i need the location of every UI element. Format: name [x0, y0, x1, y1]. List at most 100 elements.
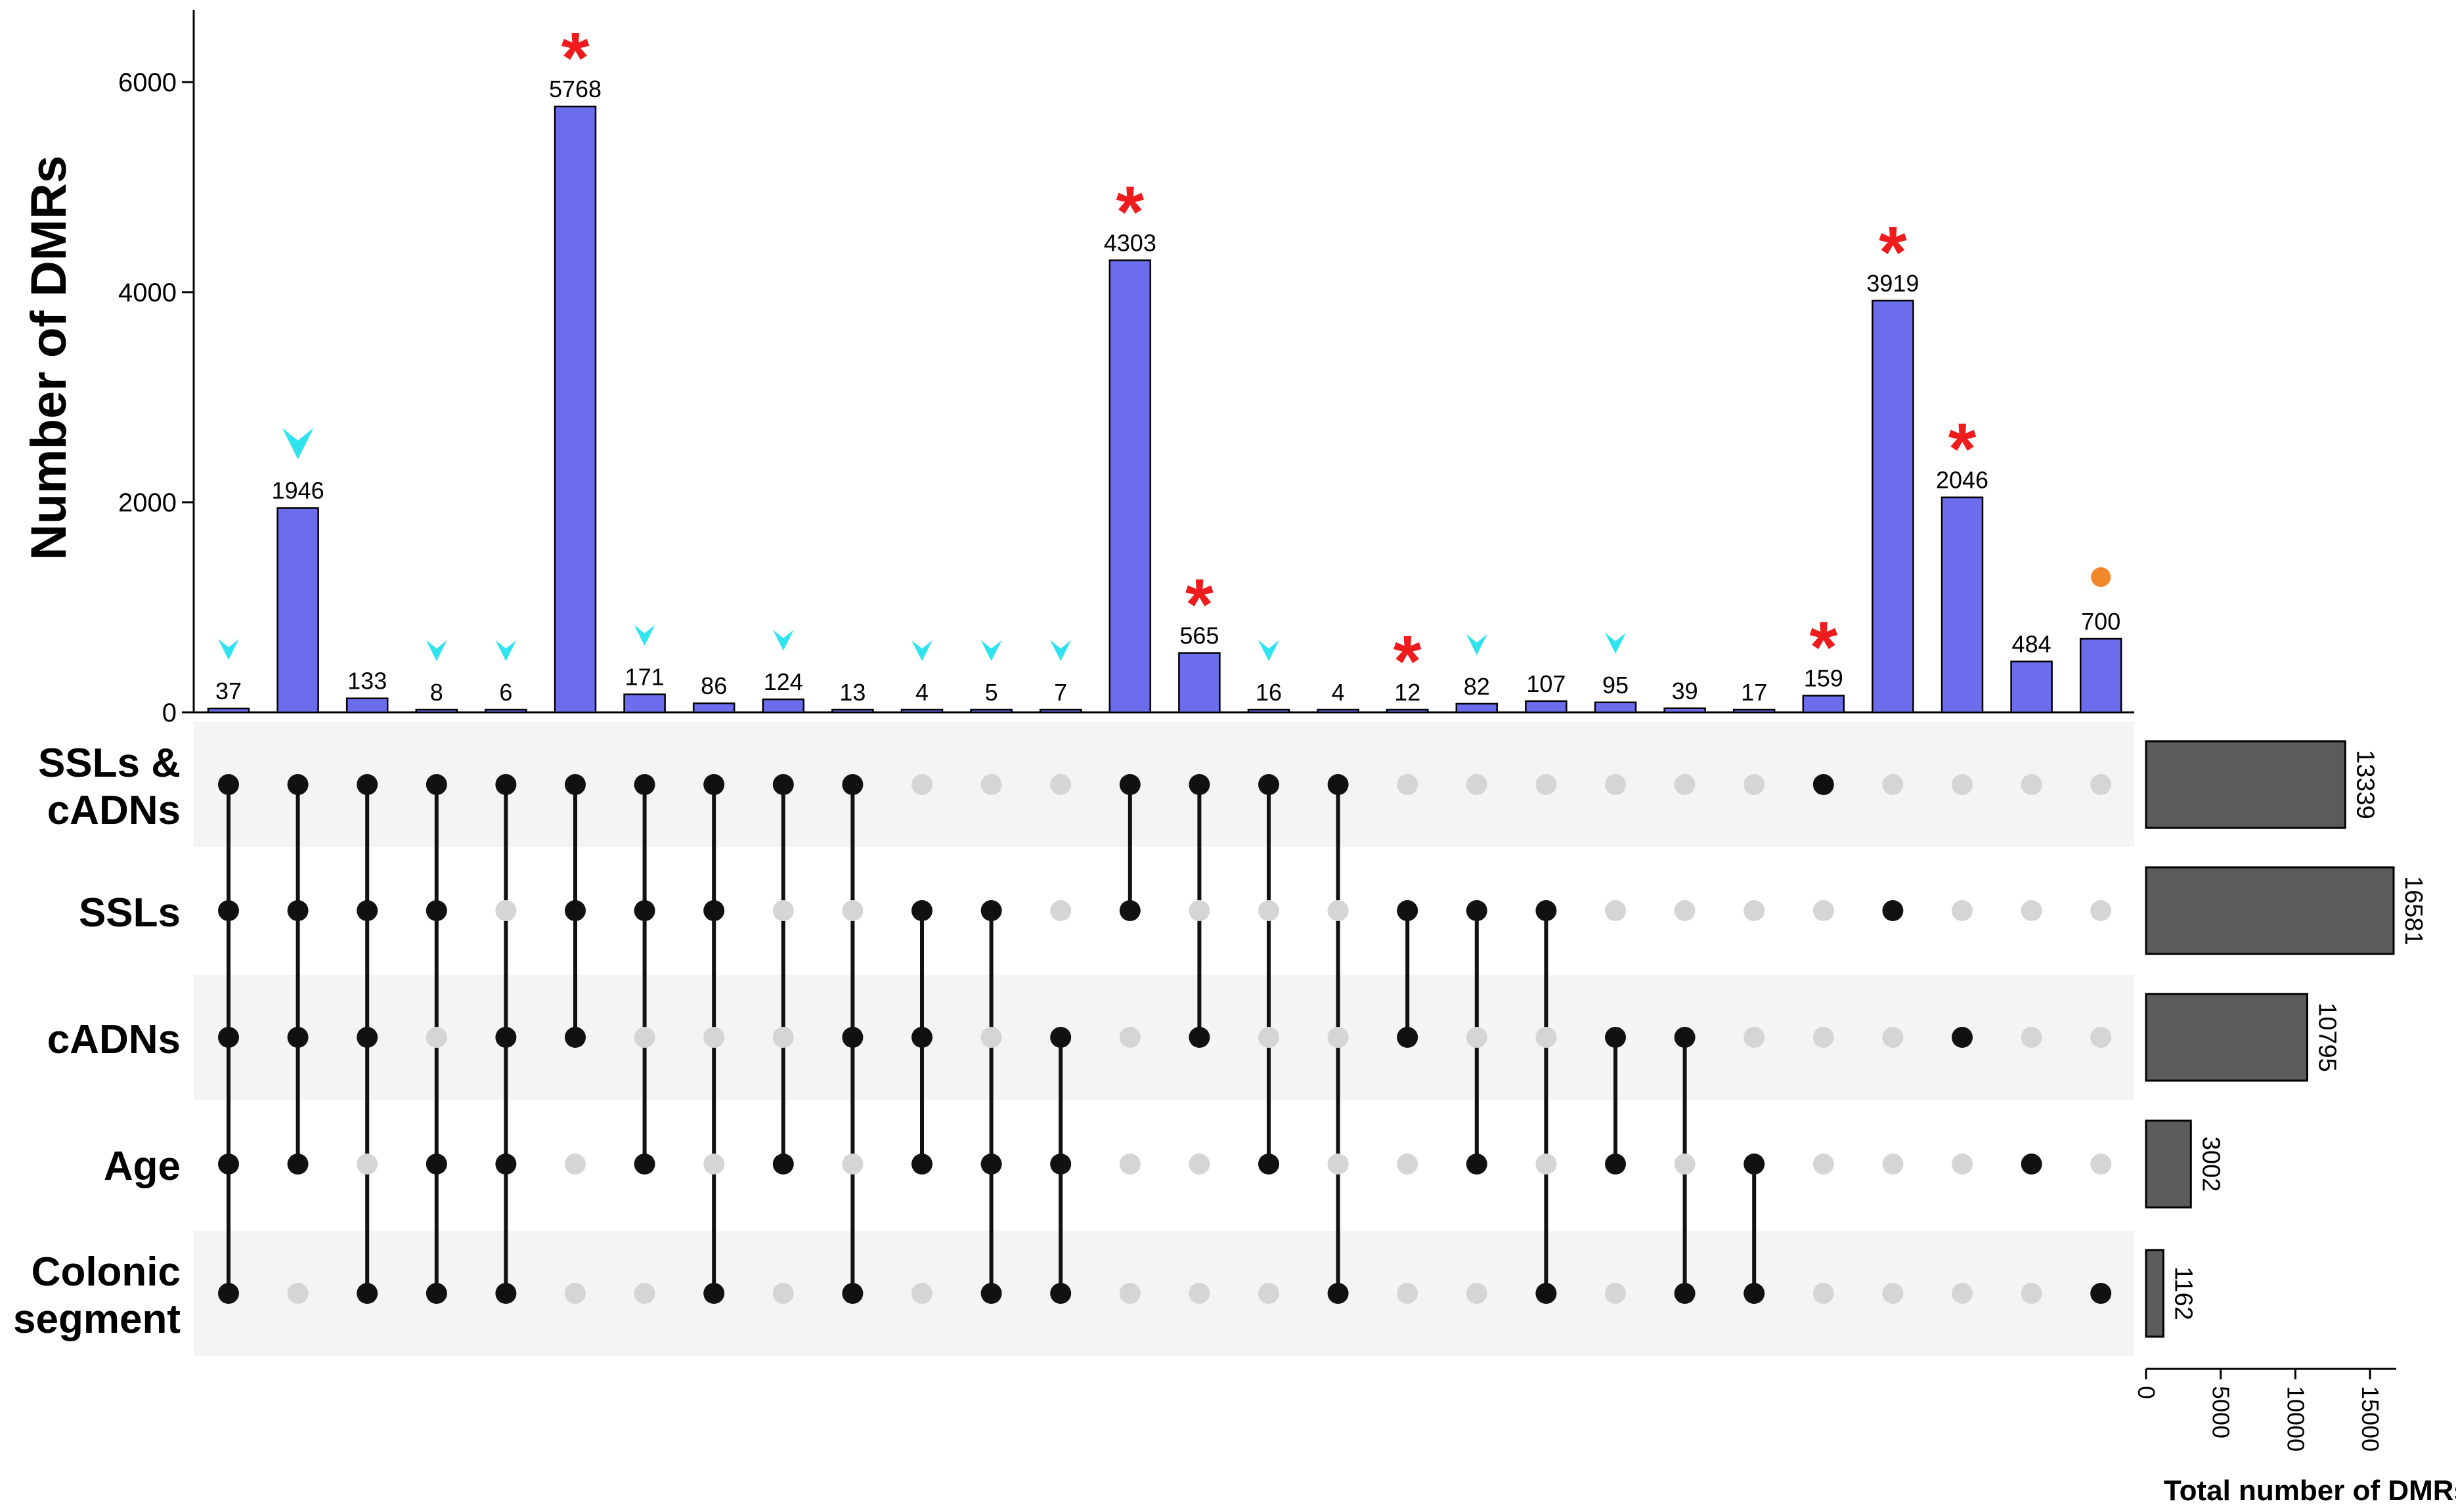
intersection-bar [1872, 299, 1914, 714]
matrix-dot-inactive [287, 1283, 309, 1304]
set-size-tick-label: 5000 [2208, 1386, 2235, 1438]
matrix-dot-inactive [1952, 1283, 1973, 1304]
significance-asterisk: * [1809, 607, 1837, 688]
intersection-bar [1663, 707, 1706, 714]
matrix-dot-active [1466, 1154, 1487, 1175]
bar-value-label: 6 [499, 679, 512, 706]
matrix-dot-active [1466, 900, 1487, 921]
matrix-dot-inactive [1119, 1154, 1141, 1175]
matrix-dot-active [772, 774, 794, 795]
intersection-bar [1455, 702, 1499, 714]
bar-value-label: 484 [2012, 631, 2051, 658]
matrix-dot-active [565, 1027, 586, 1048]
matrix-dot-active [357, 900, 378, 921]
matrix-dot-inactive [1952, 774, 1973, 795]
matrix-dot-inactive [1952, 900, 1973, 921]
matrix-dot-active [703, 1283, 725, 1304]
matrix-dot-inactive [2090, 1027, 2112, 1048]
bar-value-label: 1946 [272, 477, 324, 504]
matrix-dot-active [911, 1027, 932, 1048]
matrix-dot-active [1327, 774, 1349, 795]
set-label: Age [104, 1144, 181, 1189]
significance-asterisk: * [1185, 565, 1214, 645]
cyan-arrowhead-marker [495, 640, 517, 661]
y-tick-label: 4000 [118, 278, 177, 307]
matrix-row-band [194, 722, 2134, 847]
matrix-dot-inactive [495, 900, 517, 921]
matrix-dot-inactive [772, 1027, 794, 1048]
cyan-arrowhead-marker [980, 640, 1002, 661]
matrix-dot-inactive [1327, 1154, 1349, 1175]
matrix-dot-inactive [2021, 1027, 2042, 1048]
matrix-dot-inactive [2021, 1283, 2042, 1304]
intersection-bar [1178, 652, 1221, 714]
matrix-row-band [194, 1231, 2134, 1356]
set-size-tick-label: 15000 [2357, 1386, 2384, 1452]
y-tick-label: 2000 [118, 488, 177, 517]
matrix-dot-active [911, 1154, 932, 1175]
bar-value-label: 565 [1179, 622, 1219, 649]
set-size-bar [2145, 1119, 2192, 1209]
matrix-dot-active [772, 1154, 794, 1175]
matrix-dot-inactive [634, 1283, 655, 1304]
matrix-dot-inactive [1535, 1027, 1557, 1048]
matrix-dot-active [703, 900, 725, 921]
matrix-dot-inactive [703, 1154, 725, 1175]
matrix-dot-active [1674, 1027, 1696, 1048]
matrix-dot-inactive [980, 774, 1002, 795]
matrix-dot-active [1258, 1154, 1279, 1175]
matrix-dot-active [495, 1154, 517, 1175]
matrix-dot-inactive [1189, 1154, 1210, 1175]
cyan-arrowhead-marker [1050, 640, 1072, 661]
matrix-dot-inactive [2021, 900, 2042, 921]
intersection-bar [1247, 708, 1290, 714]
bar-value-label: 37 [215, 678, 242, 704]
matrix-dot-active [565, 900, 586, 921]
significance-asterisk: * [1393, 621, 1422, 702]
matrix-dot-inactive [1119, 1283, 1141, 1304]
matrix-dot-active [287, 900, 309, 921]
matrix-dot-inactive [911, 1283, 932, 1304]
matrix-dot-active [1258, 774, 1279, 795]
matrix-dot-inactive [1812, 1027, 1834, 1048]
matrix-dot-inactive [2021, 774, 2042, 795]
bar-value-label: 8 [430, 679, 443, 706]
matrix-dot-active [634, 774, 655, 795]
matrix-dot-active [1119, 900, 1141, 921]
cyan-arrowhead-marker [911, 640, 932, 661]
set-size-label: 13339 [2351, 750, 2379, 819]
bar-value-label: 5 [985, 679, 998, 706]
cyan-arrowhead-marker [282, 427, 314, 460]
set-size-label: 10795 [2313, 1003, 2340, 1072]
set-size-label: 1162 [2169, 1266, 2197, 1320]
set-size-bar [2145, 1249, 2164, 1338]
set-size-tick-label: 10000 [2282, 1386, 2309, 1452]
bar-value-label: 171 [625, 664, 665, 691]
matrix-dot-active [1327, 1283, 1349, 1304]
intersection-bar [623, 693, 666, 714]
matrix-dot-inactive [1535, 774, 1557, 795]
intersection-bar [831, 708, 874, 714]
matrix-dot-inactive [2090, 774, 2112, 795]
matrix-dot-active [1397, 1027, 1418, 1048]
intersection-bar [276, 507, 319, 714]
set-label: SSLs & [38, 741, 181, 786]
cyan-arrowhead-marker [1258, 640, 1279, 661]
bar-value-label: 3919 [1866, 270, 1919, 297]
matrix-row-band [194, 975, 2134, 1100]
intersection-matrix [218, 774, 2112, 1304]
matrix-dot-active [495, 1027, 517, 1048]
matrix-dot-inactive [1605, 1283, 1626, 1304]
matrix-dot-active [2090, 1283, 2112, 1304]
bar-value-label: 4 [915, 679, 929, 706]
set-size-label: 3002 [2197, 1136, 2224, 1192]
matrix-dot-inactive [1050, 774, 1072, 795]
matrix-dot-inactive [1189, 900, 1210, 921]
bar-value-label: 16 [1256, 679, 1282, 706]
matrix-dot-inactive [911, 774, 932, 795]
matrix-dot-inactive [1050, 900, 1072, 921]
cyan-arrowhead-marker [1605, 632, 1626, 654]
matrix-dot-active [287, 1027, 309, 1048]
bar-value-label: 700 [2081, 608, 2120, 635]
matrix-dot-active [1605, 1027, 1626, 1048]
